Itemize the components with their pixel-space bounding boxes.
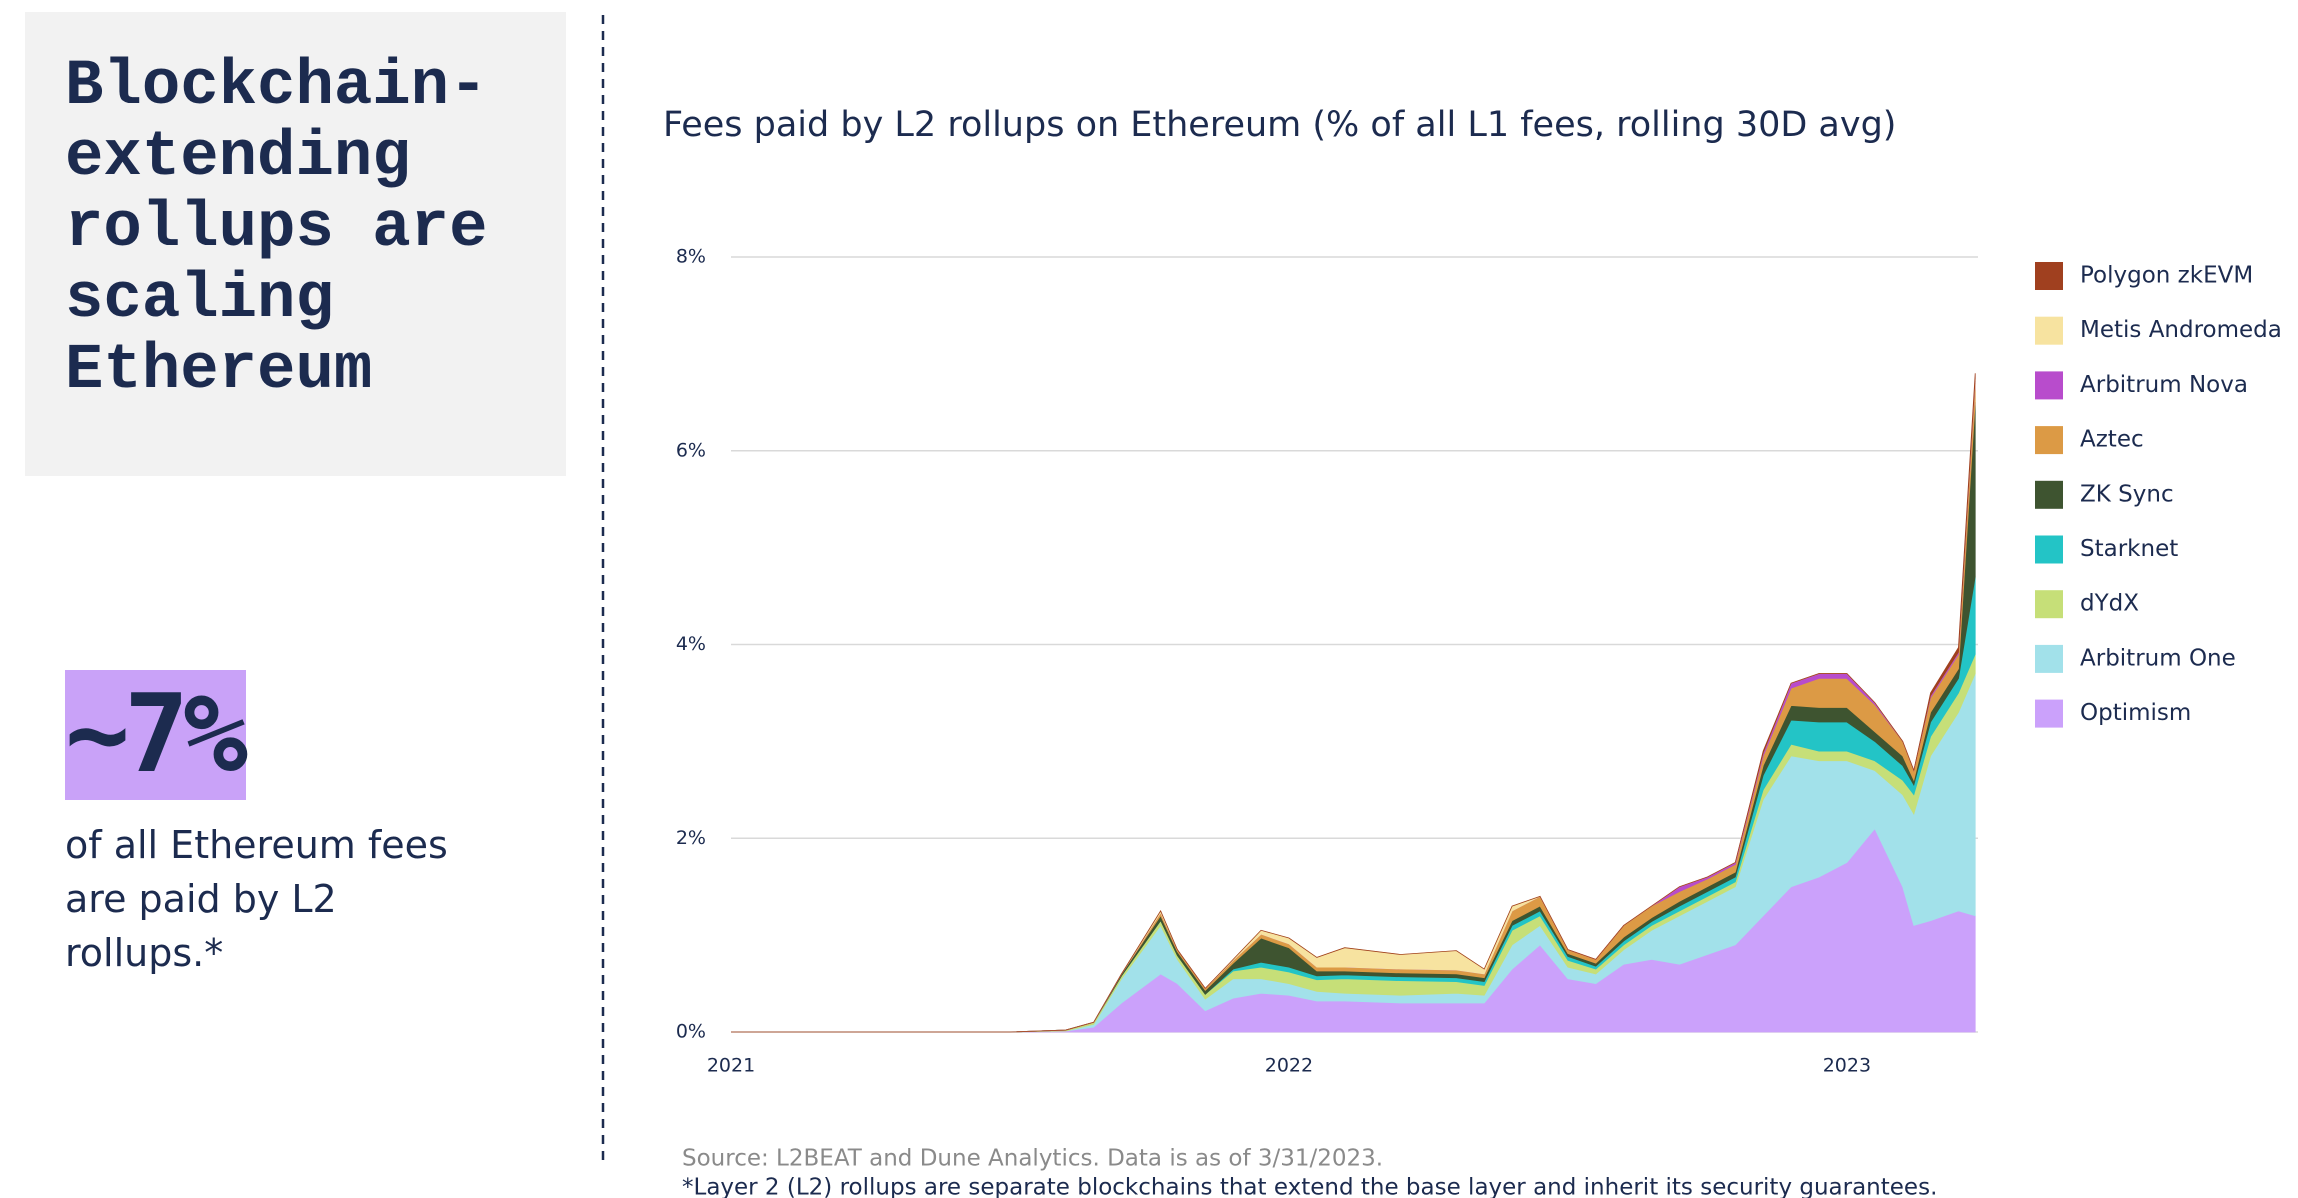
stat-text: of all Ethereum fees are paid by L2 roll… — [65, 823, 448, 975]
stat: ~7% — [65, 670, 248, 800]
x-tick-label: 2021 — [707, 1055, 755, 1077]
legend-label: dYdX — [2080, 591, 2139, 617]
legend-swatch — [2035, 371, 2063, 400]
y-tick-label: 6% — [676, 439, 706, 461]
y-tick-label: 0% — [676, 1021, 706, 1043]
legend-label: Starknet — [2080, 536, 2178, 562]
x-tick-label: 2023 — [1823, 1055, 1871, 1077]
legend-swatch — [2035, 262, 2063, 290]
legend-label: ZK Sync — [2080, 481, 2174, 507]
chart-title: Fees paid by L2 rollups on Ethereum (% o… — [663, 105, 1896, 145]
y-tick-label: 8% — [676, 246, 706, 268]
legend-swatch — [2035, 644, 2063, 673]
legend-swatch — [2035, 590, 2063, 619]
legend-swatch — [2035, 699, 2063, 728]
legend-label: Metis Andromeda — [2080, 317, 2282, 343]
legend-label: Arbitrum One — [2080, 645, 2236, 671]
source: Source: L2BEAT and Dune Analytics. Data … — [682, 1146, 1383, 1172]
legend-label: Polygon zkEVM — [2080, 263, 2253, 289]
area — [731, 373, 1976, 1033]
legend-label: Optimism — [2080, 700, 2191, 726]
legend-label: Arbitrum Nova — [2080, 372, 2248, 398]
y-tick-label: 4% — [676, 633, 706, 655]
footnote: *Layer 2 (L2) rollups are separate block… — [682, 1175, 1937, 1198]
legend-label: Aztec — [2080, 427, 2144, 453]
title-panel — [25, 12, 566, 476]
x-tick-label: 2022 — [1265, 1055, 1313, 1077]
legend-swatch — [2035, 535, 2063, 564]
legend-swatch — [2035, 316, 2063, 345]
headline: Blockchain-extending rollups are scaling… — [65, 51, 488, 407]
legend-swatch — [2035, 426, 2063, 455]
y-tick-label: 2% — [676, 827, 706, 849]
legend-swatch — [2035, 480, 2063, 509]
